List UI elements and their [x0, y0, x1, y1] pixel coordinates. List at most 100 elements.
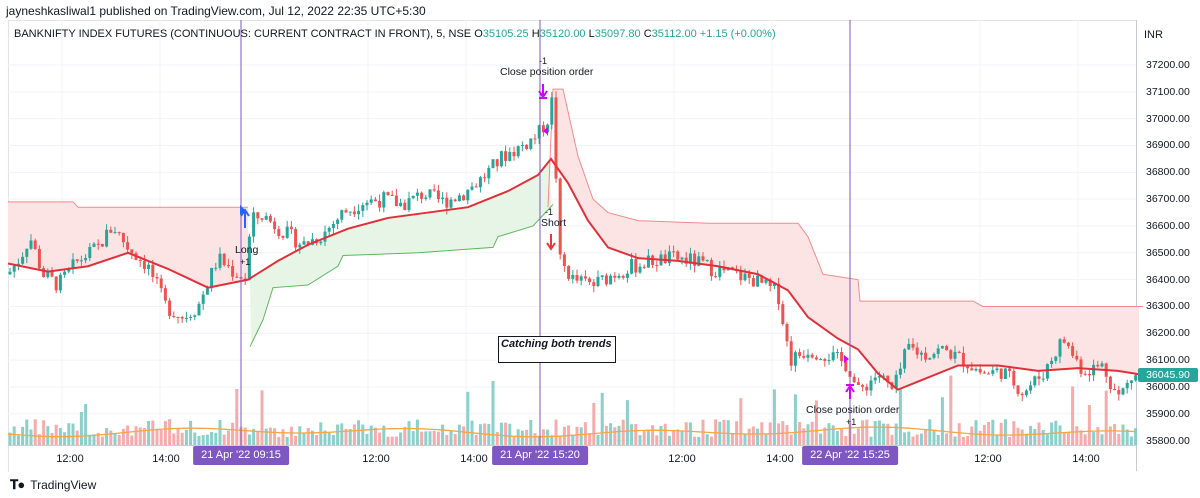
volume-bar	[474, 434, 478, 445]
candle-body	[25, 248, 29, 257]
volume-bar	[861, 420, 865, 445]
candle-body	[697, 256, 701, 266]
candle-body	[1033, 376, 1037, 386]
candle-body	[869, 380, 873, 391]
candle-body	[1134, 375, 1138, 381]
volume-bar	[991, 419, 995, 445]
candle-body	[835, 351, 839, 353]
candle-body	[562, 254, 566, 267]
volume-bar	[978, 430, 982, 445]
candle-body	[491, 159, 495, 168]
volume-bar	[1020, 429, 1024, 445]
volume-bar	[772, 389, 776, 445]
candle-body	[957, 351, 961, 353]
volume-bar	[378, 432, 382, 445]
candle-body	[756, 275, 760, 287]
volume-bar	[571, 434, 575, 445]
candle-body	[235, 276, 239, 278]
candle-body	[184, 317, 188, 319]
upper-band-line	[8, 201, 248, 208]
volume-bar	[281, 429, 285, 445]
time-axis-flag: 21 Apr '22 15:20	[492, 446, 588, 465]
candle-body	[294, 229, 298, 248]
candle-body	[1113, 389, 1117, 391]
candle-body	[168, 300, 172, 316]
volume-bar	[504, 422, 508, 445]
volume-bar	[1003, 419, 1007, 445]
candle-body	[378, 201, 382, 208]
candle-body	[399, 202, 403, 207]
candle-body	[193, 315, 197, 317]
candle-body	[109, 229, 113, 233]
note-box[interactable]: Catching both trends	[498, 336, 616, 363]
volume-bar	[457, 424, 461, 445]
price-axis[interactable]	[1136, 20, 1200, 471]
volume-bar	[693, 436, 697, 445]
volume-bar	[361, 424, 365, 445]
candle-body	[487, 167, 491, 179]
candle-body	[231, 266, 235, 277]
candle-body	[1008, 368, 1012, 372]
candle-body	[407, 198, 411, 211]
volume-bar	[96, 432, 100, 445]
candle-body	[894, 374, 898, 389]
candle-body	[600, 275, 604, 277]
candle-body	[655, 264, 659, 266]
candle-body	[75, 259, 79, 261]
candle-body	[504, 151, 508, 161]
volume-bar	[949, 375, 953, 445]
volume-bar	[856, 428, 860, 445]
volume-bar	[415, 419, 419, 445]
candle-body	[802, 355, 806, 358]
volume-bar	[726, 420, 730, 445]
volume-bar	[907, 431, 911, 445]
volume-bar	[865, 419, 869, 445]
candle-body	[1079, 359, 1083, 374]
candle-body	[411, 195, 415, 199]
volume-bar	[29, 429, 33, 445]
volume-bar	[37, 434, 41, 445]
volume-bar	[247, 434, 251, 445]
volume-bar	[390, 436, 394, 445]
volume-bar	[441, 424, 445, 445]
candle-body	[163, 288, 167, 301]
candle-body	[575, 274, 579, 281]
volume-bar	[819, 433, 823, 445]
volume-bar	[840, 428, 844, 445]
candle-body	[680, 257, 684, 260]
volume-bar	[1134, 428, 1138, 445]
volume-bar	[315, 434, 319, 445]
currency-label[interactable]: INR	[1144, 29, 1163, 41]
close-order-2-qty: +1	[846, 417, 857, 427]
time-axis-label: 14:00	[766, 453, 794, 465]
candle-body	[8, 271, 12, 275]
price-tick-label: 36800.00	[1146, 166, 1190, 179]
volume-bar	[508, 423, 512, 445]
footer-brand[interactable]: 𝐓● TradingView	[10, 477, 96, 493]
volume-bar	[373, 427, 377, 445]
candle-body	[176, 316, 180, 318]
candle-body	[978, 368, 982, 373]
volume-bar	[1062, 432, 1066, 445]
volume-bar	[436, 431, 440, 445]
candle-body	[525, 144, 529, 149]
volume-bar	[525, 429, 529, 445]
volume-bar	[529, 419, 533, 445]
ohlc-close: 35112.00	[651, 28, 697, 40]
volume-bar	[533, 433, 537, 445]
candle-body	[903, 349, 907, 369]
volume-bar	[600, 392, 604, 445]
volume-bar	[386, 436, 390, 445]
candle-body	[117, 232, 121, 234]
volume-bar	[71, 423, 75, 445]
volume-bar	[163, 421, 167, 445]
candle-body	[289, 226, 293, 230]
candle-body	[340, 210, 344, 220]
volume-bar	[1087, 405, 1091, 445]
candle-body	[873, 377, 877, 381]
volume-bar	[1045, 434, 1049, 445]
candle-body	[42, 268, 46, 278]
volume-bar	[394, 436, 398, 445]
ohlc-high: 35120.00	[539, 28, 586, 40]
